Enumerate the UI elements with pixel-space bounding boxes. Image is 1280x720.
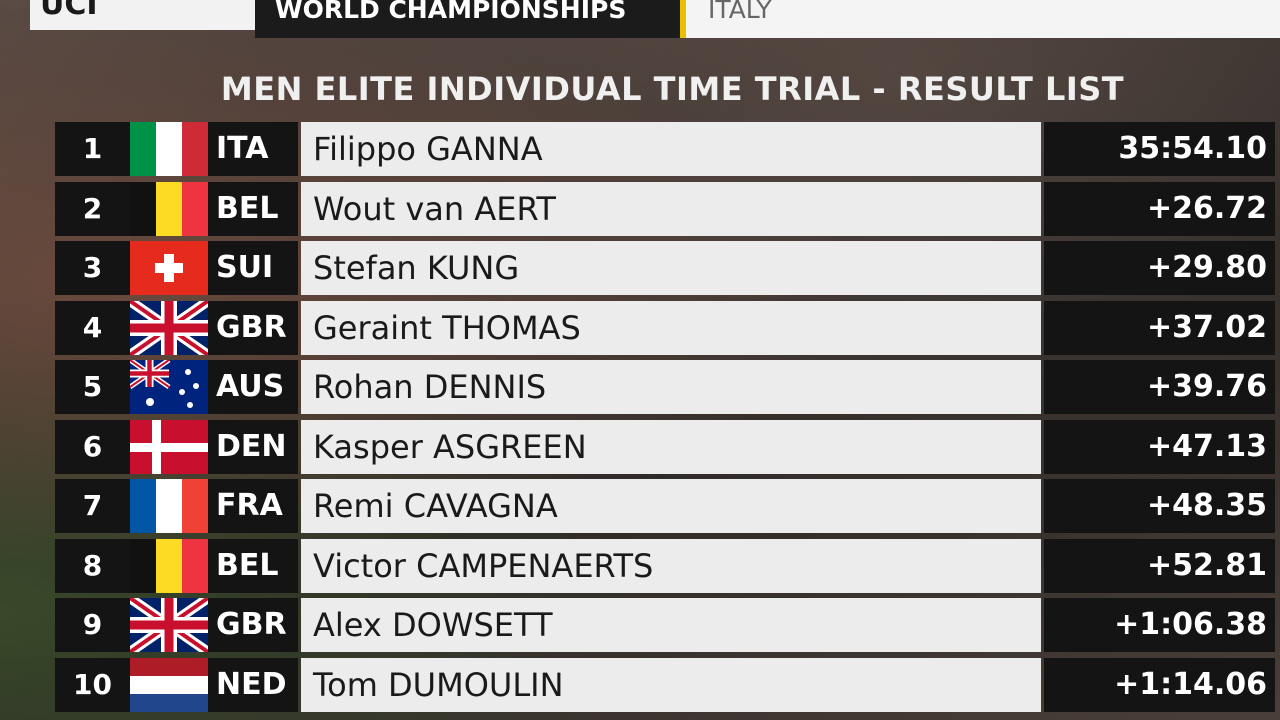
time: +52.81	[1044, 538, 1275, 593]
country-code: SUI	[208, 241, 298, 295]
country-code: BEL	[208, 538, 298, 593]
country-code: BEL	[208, 181, 298, 236]
rank: 5	[55, 360, 130, 414]
result-row: 8 BEL Victor CAMPENAERTS +52.81	[55, 538, 1275, 593]
rank: 8	[55, 538, 130, 593]
flag	[130, 241, 208, 295]
flag	[130, 657, 208, 712]
flag	[130, 419, 208, 474]
result-row: 1 ITA Filippo GANNA 35:54.10	[55, 122, 1275, 176]
flag	[130, 122, 208, 176]
country-code: ITA	[208, 122, 298, 176]
rank: 10	[55, 657, 130, 712]
time: +37.02	[1044, 300, 1275, 355]
result-row: 10 NED Tom DUMOULIN +1:14.06	[55, 657, 1275, 712]
rider-name: Victor CAMPENAERTS	[301, 538, 1041, 593]
title: MEN ELITE INDIVIDUAL TIME TRIAL - RESULT…	[220, 70, 1125, 108]
flag	[130, 538, 208, 593]
rank: 9	[55, 598, 130, 652]
result-row: 3 SUI Stefan KUNG +29.80	[55, 241, 1275, 295]
rank: 7	[55, 479, 130, 533]
time: 35:54.10	[1044, 122, 1275, 176]
rider-name: Kasper ASGREEN	[301, 419, 1041, 474]
time: +48.35	[1044, 479, 1275, 533]
rank: 3	[55, 241, 130, 295]
rider-name: Remi CAVAGNA	[301, 479, 1041, 533]
rank: 2	[55, 181, 130, 236]
country-code: DEN	[208, 419, 298, 474]
rider-name: Filippo GANNA	[301, 122, 1041, 176]
result-row: 7 FRA Remi CAVAGNA +48.35	[55, 479, 1275, 533]
time: +26.72	[1044, 181, 1275, 236]
country-code: GBR	[208, 300, 298, 355]
rider-name: Rohan DENNIS	[301, 360, 1041, 414]
time: +1:06.38	[1044, 598, 1275, 652]
time: +47.13	[1044, 419, 1275, 474]
country-code: GBR	[208, 598, 298, 652]
location: ITALY	[680, 0, 1280, 38]
rank: 6	[55, 419, 130, 474]
result-row: 5 AUS Rohan DENNIS +39.76	[55, 360, 1275, 414]
rider-name: Tom DUMOULIN	[301, 657, 1041, 712]
country-code: FRA	[208, 479, 298, 533]
rider-name: Geraint THOMAS	[301, 300, 1041, 355]
result-row: 2 BEL Wout van AERT +26.72	[55, 181, 1275, 236]
event-name: WORLD CHAMPIONSHIPS	[255, 0, 680, 38]
flag	[130, 181, 208, 236]
flag	[130, 598, 208, 652]
rider-name: Alex DOWSETT	[301, 598, 1041, 652]
result-row: 6 DEN Kasper ASGREEN +47.13	[55, 419, 1275, 474]
rank: 4	[55, 300, 130, 355]
rider-name: Stefan KUNG	[301, 241, 1041, 295]
flag	[130, 300, 208, 355]
country-code: AUS	[208, 360, 298, 414]
result-row: 9 GBR Alex DOWSETT +1:06.38	[55, 598, 1275, 652]
time: +1:14.06	[1044, 657, 1275, 712]
logo: UCI	[30, 0, 255, 30]
time: +39.76	[1044, 360, 1275, 414]
flag	[130, 479, 208, 533]
rank: 1	[55, 122, 130, 176]
country-code: NED	[208, 657, 298, 712]
result-row: 4 GBR Geraint THOMAS +37.02	[55, 300, 1275, 355]
top-bar: UCI WORLD CHAMPIONSHIPS ITALY	[30, 0, 1280, 38]
time: +29.80	[1044, 241, 1275, 295]
rider-name: Wout van AERT	[301, 181, 1041, 236]
flag	[130, 360, 208, 414]
